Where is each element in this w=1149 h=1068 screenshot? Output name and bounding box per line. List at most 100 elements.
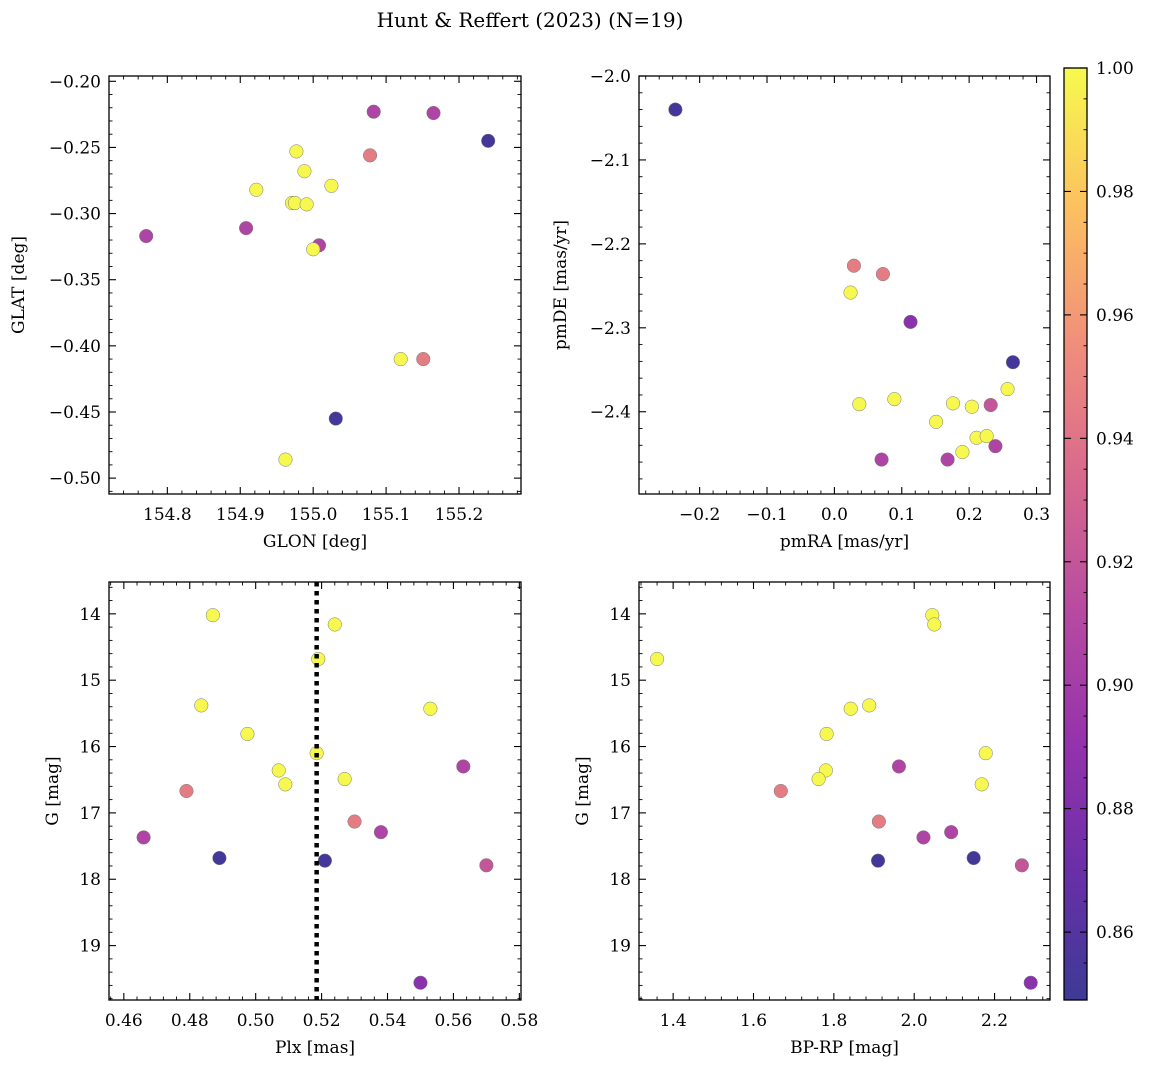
x-tick-label: 0.2 (956, 505, 983, 525)
y-tick-label: −0.35 (49, 271, 101, 291)
x-tick-label: 0.56 (435, 1011, 473, 1031)
data-point (1000, 382, 1015, 397)
x-tick-label: 0.1 (888, 505, 915, 525)
axes-frame (638, 75, 1051, 495)
x-tick-label: 0.48 (171, 1011, 209, 1031)
colorbar-frame (1063, 67, 1088, 1001)
colorbar-tick-label: 0.86 (1096, 923, 1134, 943)
data-point (249, 182, 264, 197)
y-axis-label: G [mag] (573, 756, 593, 825)
colorbar-gradient (1064, 68, 1087, 1000)
data-point (139, 229, 154, 244)
x-tick-label: 0.50 (237, 1011, 275, 1031)
data-point (179, 783, 194, 799)
x-tick-label: 0.52 (303, 1011, 341, 1031)
y-tick-label: −2.4 (590, 403, 631, 423)
y-tick-label: 16 (609, 738, 631, 758)
data-point (964, 399, 979, 414)
data-point (136, 830, 151, 845)
data-point (1014, 858, 1029, 873)
data-point (426, 105, 441, 121)
data-point (871, 814, 886, 829)
data-point (373, 825, 388, 840)
y-tick-label: 17 (79, 804, 101, 824)
y-axis-label: G [mag] (43, 756, 63, 825)
data-point (1023, 975, 1038, 990)
y-tick-label: −2.3 (590, 319, 631, 339)
y-tick-label: 18 (609, 870, 631, 890)
y-tick-label: 17 (609, 804, 631, 824)
data-point (299, 197, 314, 212)
y-tick-label: 19 (79, 937, 101, 957)
panel-glon-glat: 154.8 154.9 155.0 155.1 155.2 −0.50 −0.45 −0.40… (9, 72, 522, 552)
colorbar-tick-label: 0.98 (1096, 182, 1134, 202)
data-point (773, 783, 788, 799)
y-tick-label: 15 (79, 671, 101, 691)
data-point (393, 352, 408, 367)
data-point (945, 396, 961, 411)
x-axis-label: pmRA [mas/yr] (780, 532, 909, 552)
data-point (846, 258, 861, 273)
data-point (887, 392, 902, 407)
data-point (297, 164, 312, 179)
data-point (423, 701, 438, 716)
data-point (337, 772, 352, 787)
x-axis-label: BP-RP [mag] (790, 1038, 899, 1058)
x-tick-label: 155.1 (362, 505, 411, 525)
data-point (843, 285, 858, 300)
axes-frame (108, 75, 522, 495)
colorbar-tick-label: 0.92 (1096, 553, 1134, 573)
data-point (289, 144, 304, 159)
data-point (240, 726, 255, 741)
x-tick-label: −0.2 (679, 505, 720, 525)
y-tick-label: 19 (609, 937, 631, 957)
x-tick-label: 0.3 (1023, 505, 1050, 525)
data-point (650, 651, 665, 667)
data-point (983, 397, 998, 413)
data-point (481, 133, 496, 148)
y-axis-label: GLAT [deg] (9, 236, 29, 334)
data-point (843, 701, 858, 716)
colorbar: 0.86 0.88 0.90 0.92 0.94 0.96 0.98 1.00 (1063, 59, 1134, 1001)
y-tick-label: −0.20 (49, 72, 101, 92)
y-tick-label: 18 (79, 870, 101, 890)
y-tick-label: −2.2 (590, 235, 631, 255)
data-point (955, 444, 970, 460)
data-point (413, 975, 428, 990)
data-point (205, 608, 220, 623)
data-point (271, 763, 286, 778)
figure-title: Hunt & Reffert (2023) (N=19) (377, 8, 684, 32)
data-point (903, 314, 918, 329)
panels: 154.8 154.9 155.0 155.1 155.2 −0.50 −0.45 −0.40… (9, 67, 1051, 1058)
data-point (891, 759, 906, 774)
y-tick-label: −0.25 (49, 138, 101, 158)
axes-frame (638, 581, 1051, 1001)
y-tick-label: 16 (79, 738, 101, 758)
y-tick-label: −2.0 (590, 67, 631, 87)
data-point (927, 617, 942, 632)
x-tick-label: 0.54 (369, 1011, 407, 1031)
x-tick-label: 0.0 (821, 505, 848, 525)
data-point (668, 102, 683, 117)
x-tick-label: 0.58 (500, 1011, 538, 1031)
data-point (363, 148, 378, 163)
data-point (979, 429, 994, 444)
panel-bprp-g: 1.4 1.6 1.8 2.0 2.2 14 15 16 17 18 19 BP-RP [mag] G … (573, 581, 1051, 1058)
data-point (916, 830, 931, 845)
x-tick-label: −0.1 (746, 505, 787, 525)
y-tick-label: 14 (609, 605, 631, 625)
y-tick-label: −0.40 (49, 337, 101, 357)
data-point (870, 853, 886, 868)
colorbar-tick-label: 1.00 (1096, 59, 1134, 79)
x-tick-label: 155.0 (289, 505, 338, 525)
data-point (456, 759, 471, 774)
x-tick-label: 1.6 (740, 1011, 767, 1031)
y-axis-label: pmDE [mas/yr] (551, 220, 571, 350)
x-tick-label: 155.2 (435, 505, 484, 525)
data-point (944, 825, 959, 840)
data-point (988, 439, 1003, 454)
data-point (278, 452, 293, 467)
data-point (819, 726, 834, 741)
x-tick-label: 154.9 (216, 505, 265, 525)
panel-pmra-pmde: −0.2 −0.1 0.0 0.1 0.2 0.3 −2.4 −2.3 −2.2 −2.1 −2.0… (551, 67, 1051, 552)
